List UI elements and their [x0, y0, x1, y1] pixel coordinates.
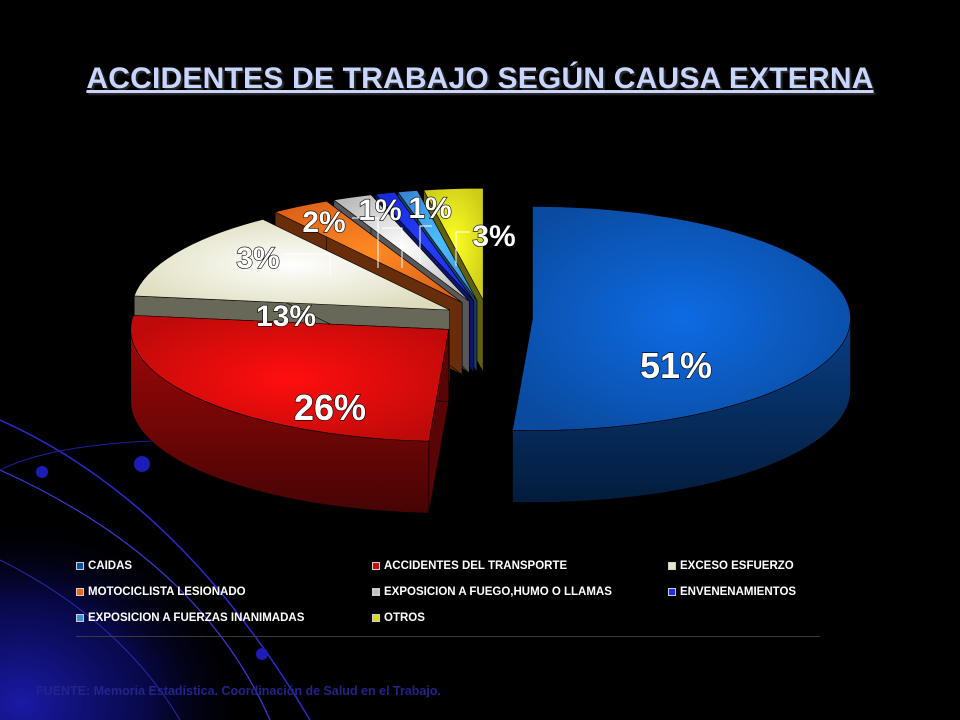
- legend-label: CAIDAS: [88, 560, 133, 572]
- legend-label: EXPOSICION A FUERZAS INANIMADAS: [88, 612, 305, 624]
- legend-swatch: [668, 562, 676, 570]
- data-label-exposicion-a-fuego-humo-o-llamas: 2%: [302, 206, 345, 239]
- legend-item-caidas: CAIDAS: [76, 558, 132, 574]
- legend-swatch: [372, 562, 380, 570]
- leader-line-envenenamientos: [382, 227, 403, 268]
- pie-slice-accidentes-del-transporte: [130, 315, 450, 514]
- leader-line-otros: [455, 231, 470, 266]
- leader-line-motociclista-lesionado: [284, 253, 331, 276]
- legend-label: MOTOCICLISTA LESIONADO: [88, 586, 246, 598]
- legend-item-motociclista-lesionado: MOTOCICLISTA LESIONADO: [76, 584, 246, 600]
- data-label-envenenamientos: 1%: [358, 194, 401, 227]
- legend-swatch: [76, 562, 84, 570]
- legend-item-exposicion-a-fuego-humo-o-llamas: EXPOSICION A FUEGO,HUMO O LLAMAS: [372, 584, 612, 600]
- legend-label: EXCESO ESFUERZO: [680, 560, 794, 572]
- decor-dot: [36, 466, 48, 478]
- legend-swatch: [668, 588, 676, 596]
- decor-dot: [134, 456, 150, 472]
- legend-item-exposicion-a-fuerzas-inanimadas: EXPOSICION A FUERZAS INANIMADAS: [76, 610, 304, 626]
- data-label-accidentes-del-transporte: 26%: [294, 387, 366, 428]
- slide-title: ACCIDENTES DE TRABAJO SEGÚN CAUSA EXTERN…: [86, 62, 874, 95]
- legend-swatch: [372, 614, 380, 622]
- data-label-otros: 3%: [472, 220, 515, 253]
- legend-label: OTROS: [384, 612, 425, 624]
- leader-line-exposicion-a-fuerzas-inanimadas: [419, 225, 432, 264]
- data-label-exceso-esfuerzo: 13%: [256, 300, 316, 333]
- legend-swatch: [76, 588, 84, 596]
- legend-item-accidentes-del-transporte: ACCIDENTES DEL TRANSPORTE: [372, 558, 567, 574]
- legend-swatch: [76, 614, 84, 622]
- data-label-exposicion-a-fuerzas-inanimadas: 1%: [408, 192, 451, 225]
- legend-item-envenenamientos: ENVENENAMIENTOS: [668, 584, 796, 600]
- decor-dot: [256, 648, 268, 660]
- legend-label: EXPOSICION A FUEGO,HUMO O LLAMAS: [384, 586, 612, 598]
- legend-swatch: [372, 588, 380, 596]
- source-note: FUENTE: Memoria Estadística. Coordinació…: [36, 684, 441, 698]
- legend-item-otros: OTROS: [372, 610, 425, 626]
- data-label-motociclista-lesionado: 3%: [236, 242, 279, 275]
- legend-item-exceso-esfuerzo: EXCESO ESFUERZO: [668, 558, 794, 574]
- leader-line-exposicion-a-fuego-humo-o-llamas: [352, 217, 379, 268]
- legend-label: ENVENENAMIENTOS: [680, 586, 797, 598]
- data-label-caidas: 51%: [640, 345, 712, 386]
- chart-legend: CAIDAS ACCIDENTES DEL TRANSPORTE EXCESO ES…: [76, 558, 820, 637]
- pie-slice-caidas: [512, 206, 851, 503]
- legend-label: ACCIDENTES DEL TRANSPORTE: [384, 560, 568, 572]
